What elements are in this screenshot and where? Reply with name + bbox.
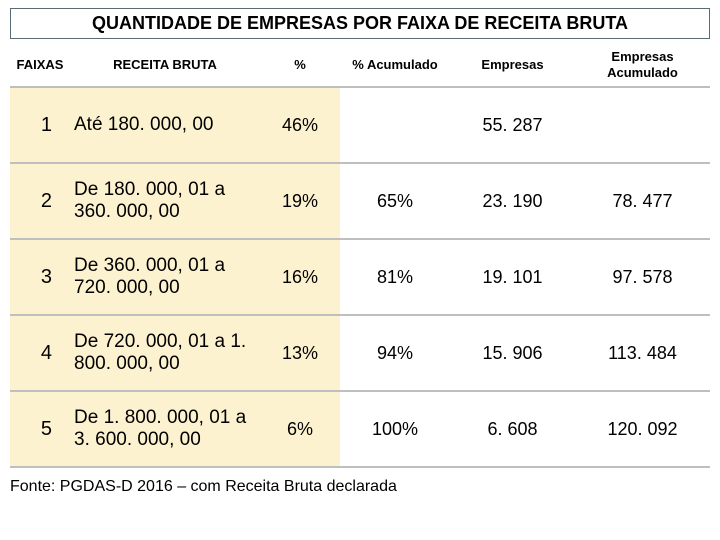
table-row: 3 De 360. 000, 01 a 720. 000, 00 16% 81%… (10, 239, 710, 315)
page-title: QUANTIDADE DE EMPRESAS POR FAIXA DE RECE… (10, 8, 710, 39)
table-row: 4 De 720. 000, 01 a 1. 800. 000, 00 13% … (10, 315, 710, 391)
cell-pct: 6% (260, 391, 340, 467)
cell-faixa: 2 (10, 163, 70, 239)
data-table: FAIXAS RECEITA BRUTA % % Acumulado Empre… (10, 43, 710, 468)
cell-receita: De 360. 000, 01 a 720. 000, 00 (70, 239, 260, 315)
cell-emp-acum (575, 87, 710, 163)
cell-faixa: 5 (10, 391, 70, 467)
header-row: FAIXAS RECEITA BRUTA % % Acumulado Empre… (10, 43, 710, 87)
cell-emp: 19. 101 (450, 239, 575, 315)
cell-pct-acum (340, 87, 450, 163)
col-percent: % (260, 43, 340, 87)
cell-receita: De 720. 000, 01 a 1. 800. 000, 00 (70, 315, 260, 391)
cell-pct-acum: 65% (340, 163, 450, 239)
source-note: Fonte: PGDAS-D 2016 – com Receita Bruta … (10, 478, 710, 496)
cell-pct: 19% (260, 163, 340, 239)
cell-emp: 6. 608 (450, 391, 575, 467)
cell-faixa: 3 (10, 239, 70, 315)
cell-faixa: 1 (10, 87, 70, 163)
cell-emp: 15. 906 (450, 315, 575, 391)
cell-faixa: 4 (10, 315, 70, 391)
cell-pct: 16% (260, 239, 340, 315)
cell-receita: Até 180. 000, 00 (70, 87, 260, 163)
cell-emp-acum: 113. 484 (575, 315, 710, 391)
cell-receita: De 1. 800. 000, 01 a 3. 600. 000, 00 (70, 391, 260, 467)
table-row: 1 Até 180. 000, 00 46% 55. 287 (10, 87, 710, 163)
col-faixas: FAIXAS (10, 43, 70, 87)
cell-pct: 46% (260, 87, 340, 163)
cell-pct-acum: 100% (340, 391, 450, 467)
col-percent-acum: % Acumulado (340, 43, 450, 87)
cell-emp-acum: 120. 092 (575, 391, 710, 467)
cell-pct-acum: 81% (340, 239, 450, 315)
cell-pct-acum: 94% (340, 315, 450, 391)
col-receita-bruta: RECEITA BRUTA (70, 43, 260, 87)
table-row: 2 De 180. 000, 01 a 360. 000, 00 19% 65%… (10, 163, 710, 239)
table-container: QUANTIDADE DE EMPRESAS POR FAIXA DE RECE… (10, 8, 710, 496)
cell-emp-acum: 78. 477 (575, 163, 710, 239)
cell-pct: 13% (260, 315, 340, 391)
cell-emp: 55. 287 (450, 87, 575, 163)
cell-receita: De 180. 000, 01 a 360. 000, 00 (70, 163, 260, 239)
cell-emp-acum: 97. 578 (575, 239, 710, 315)
cell-emp: 23. 190 (450, 163, 575, 239)
table-row: 5 De 1. 800. 000, 01 a 3. 600. 000, 00 6… (10, 391, 710, 467)
col-empresas: Empresas (450, 43, 575, 87)
col-empresas-acum: Empresas Acumulado (575, 43, 710, 87)
